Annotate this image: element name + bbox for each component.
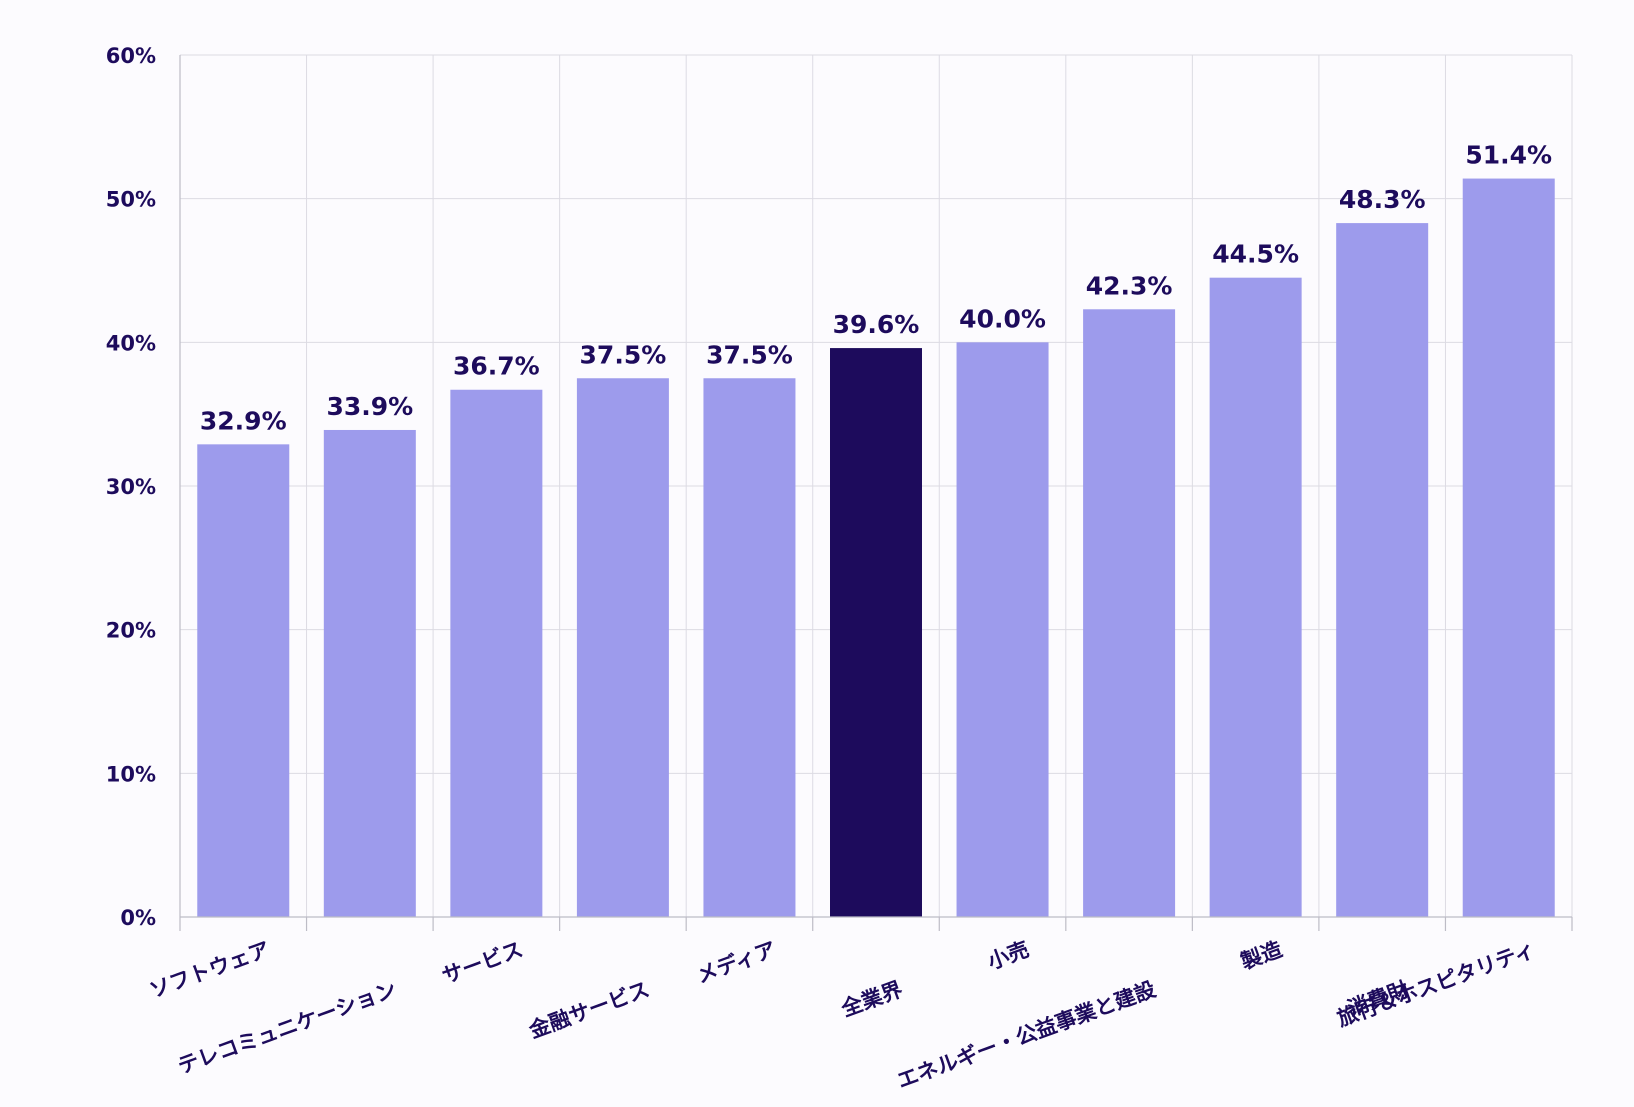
y-axis-tick-labels: 0% 10% 20% 30% 40% 50% 60% bbox=[106, 44, 156, 930]
bar bbox=[1083, 309, 1176, 917]
x-tick-label: 製造 bbox=[1237, 937, 1287, 975]
bar bbox=[703, 378, 796, 917]
y-tick-label: 20% bbox=[106, 619, 156, 643]
data-label: 40.0% bbox=[959, 304, 1046, 333]
y-tick-label: 0% bbox=[120, 906, 156, 930]
data-label: 39.6% bbox=[833, 310, 920, 339]
x-tick-label: 全業界 bbox=[837, 977, 905, 1021]
bar bbox=[450, 389, 543, 917]
data-label: 37.5% bbox=[580, 340, 667, 369]
data-labels: 32.9% 33.9% 36.7% 37.5% 37.5% 39.6% 40.0% 42.3%… bbox=[200, 141, 1552, 436]
bar bbox=[323, 429, 416, 917]
y-tick-label: 30% bbox=[106, 475, 156, 499]
data-label: 48.3% bbox=[1339, 185, 1426, 214]
y-tick-label: 60% bbox=[106, 44, 156, 68]
x-tick-label: ソフトウェア bbox=[146, 937, 273, 1003]
axes bbox=[179, 55, 1573, 931]
data-label: 36.7% bbox=[453, 352, 540, 381]
x-tick-label: 旅行＆ホスピタリティ bbox=[1334, 937, 1538, 1031]
data-label: 33.9% bbox=[326, 392, 413, 421]
y-tick-label: 10% bbox=[106, 762, 156, 786]
data-label: 37.5% bbox=[706, 340, 793, 369]
data-label: 42.3% bbox=[1086, 271, 1173, 300]
data-label: 44.5% bbox=[1212, 240, 1299, 269]
y-tick-label: 40% bbox=[106, 331, 156, 355]
bar bbox=[1462, 178, 1555, 917]
x-tick-label: メディア bbox=[693, 937, 779, 988]
bar bbox=[956, 342, 1049, 917]
bars bbox=[197, 178, 1555, 918]
x-tick-label: 小売 bbox=[985, 937, 1033, 974]
x-tick-label: テレコミュニケーション bbox=[175, 977, 400, 1078]
grid-lines bbox=[179, 54, 1573, 918]
bar bbox=[576, 378, 669, 917]
x-tick-label: サービス bbox=[439, 937, 526, 988]
bar bbox=[197, 444, 290, 917]
y-tick-label: 50% bbox=[106, 188, 156, 212]
bar bbox=[1209, 277, 1302, 917]
data-label: 51.4% bbox=[1465, 141, 1552, 170]
data-label: 32.9% bbox=[200, 406, 287, 435]
x-tick-label: 金融サービス bbox=[525, 977, 653, 1043]
bar bbox=[830, 348, 922, 918]
x-tick-label: エネルギー・公益事業と建設 bbox=[894, 977, 1160, 1093]
bar bbox=[1336, 223, 1429, 918]
